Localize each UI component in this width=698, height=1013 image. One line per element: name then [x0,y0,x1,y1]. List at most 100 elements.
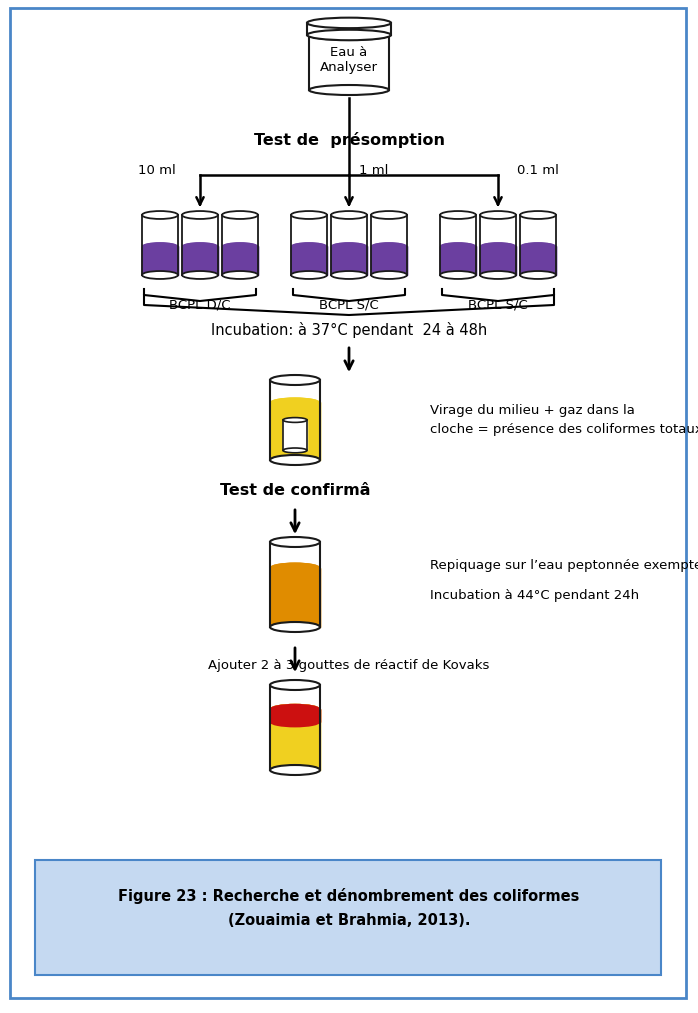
Bar [182,246,218,275]
Ellipse shape [222,242,258,250]
Ellipse shape [440,271,476,279]
Bar [270,567,320,627]
Ellipse shape [480,271,516,279]
Ellipse shape [309,85,389,95]
Bar [291,246,327,275]
Bar [331,215,367,275]
Ellipse shape [480,271,516,279]
Ellipse shape [331,242,367,250]
Text: 0.1 ml: 0.1 ml [517,163,559,176]
Bar [222,215,258,275]
Bar [440,246,476,275]
Bar [283,420,307,451]
Ellipse shape [222,271,258,279]
Text: 1 ml: 1 ml [359,163,388,176]
Bar [270,542,320,627]
Text: Test de confirmâ: Test de confirmâ [220,482,370,497]
Bar [440,215,476,275]
Bar [222,246,258,275]
Text: Incubation à 44°C pendant 24h: Incubation à 44°C pendant 24h [430,589,639,602]
Ellipse shape [270,717,320,727]
Ellipse shape [142,242,178,250]
Ellipse shape [270,765,320,775]
Ellipse shape [520,271,556,279]
Ellipse shape [270,455,320,465]
Ellipse shape [142,242,178,250]
Ellipse shape [270,704,320,714]
Text: Ajouter 2 à 3 gouttes de réactif de Kovaks: Ajouter 2 à 3 gouttes de réactif de Kova… [208,658,490,672]
Ellipse shape [371,211,407,219]
Bar [182,215,218,275]
Ellipse shape [331,271,367,279]
Ellipse shape [291,242,327,250]
Ellipse shape [142,271,178,279]
Text: Repiquage sur l’eau peptonnée exempte d’indo: Repiquage sur l’eau peptonnée exempte d’… [430,558,698,571]
Text: Test de  présomption: Test de présomption [253,132,445,148]
Ellipse shape [270,704,320,714]
Ellipse shape [440,242,476,250]
Text: BCPL D/C: BCPL D/C [169,299,231,312]
Bar [371,246,407,275]
Ellipse shape [331,271,367,279]
Bar [182,246,218,275]
Ellipse shape [307,29,391,41]
Ellipse shape [291,271,327,279]
Ellipse shape [520,211,556,219]
Ellipse shape [270,537,320,547]
Ellipse shape [307,17,391,28]
Ellipse shape [270,622,320,632]
Ellipse shape [371,242,407,250]
Bar [270,685,320,770]
Ellipse shape [270,375,320,385]
Bar [371,246,407,275]
Bar [480,215,516,275]
Ellipse shape [520,271,556,279]
Ellipse shape [440,271,476,279]
Ellipse shape [142,271,178,279]
Ellipse shape [371,271,407,279]
Bar [291,215,327,275]
Ellipse shape [331,271,367,279]
Bar [331,246,367,275]
Ellipse shape [182,271,218,279]
Ellipse shape [270,717,320,727]
Ellipse shape [480,242,516,250]
Ellipse shape [270,704,320,714]
Text: 10 ml: 10 ml [138,163,176,176]
Bar [520,215,556,275]
Ellipse shape [182,242,218,250]
Bar [440,246,476,275]
Ellipse shape [270,704,320,714]
Bar [520,246,556,275]
Text: Incubation: à 37°C pendant  24 à 48h: Incubation: à 37°C pendant 24 à 48h [211,322,487,338]
Ellipse shape [283,448,307,453]
Bar [270,402,320,460]
Ellipse shape [331,211,367,219]
Bar [270,709,320,770]
Bar [270,709,320,722]
Ellipse shape [270,622,320,632]
Ellipse shape [291,211,327,219]
Bar [142,246,178,275]
FancyBboxPatch shape [10,8,686,998]
Bar [480,246,516,275]
Ellipse shape [440,242,476,250]
Ellipse shape [222,211,258,219]
Ellipse shape [291,271,327,279]
Ellipse shape [222,242,258,250]
Ellipse shape [291,242,327,250]
Ellipse shape [270,397,320,407]
Ellipse shape [182,211,218,219]
Ellipse shape [520,242,556,250]
Ellipse shape [270,455,320,465]
Ellipse shape [480,211,516,219]
Ellipse shape [270,562,320,572]
Ellipse shape [222,271,258,279]
Bar [142,215,178,275]
Ellipse shape [331,242,367,250]
Bar [222,246,258,275]
Ellipse shape [291,271,327,279]
Bar [371,215,407,275]
Ellipse shape [480,271,516,279]
Ellipse shape [440,271,476,279]
